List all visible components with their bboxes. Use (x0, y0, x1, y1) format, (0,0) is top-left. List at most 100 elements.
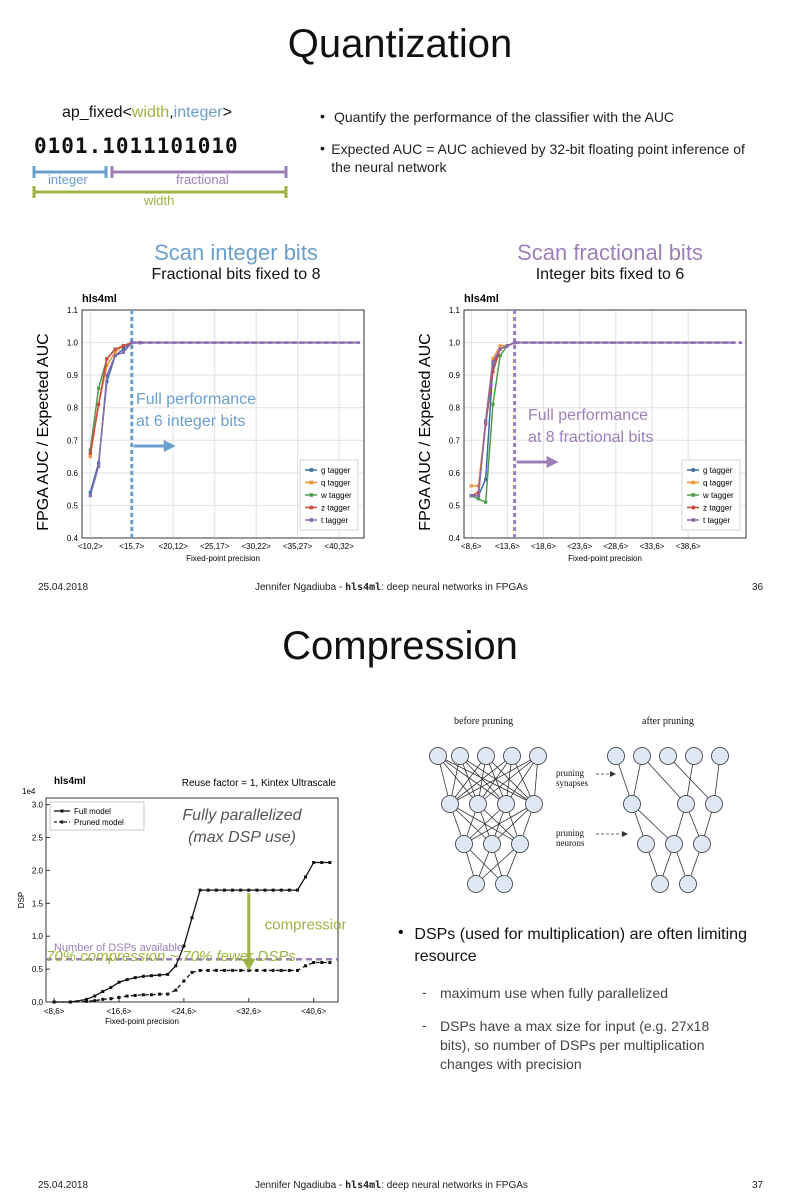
after-pruning-label: after pruning (642, 716, 694, 727)
data-point (247, 888, 251, 892)
data-point (121, 350, 126, 354)
x-tick-label: <35,27> (283, 542, 313, 551)
y-tick-label: 1.1 (67, 306, 79, 315)
before-neuron (495, 875, 513, 893)
data-point (113, 354, 117, 358)
data-point (105, 373, 109, 377)
data-point (149, 993, 153, 997)
footer-page: 36 (752, 582, 764, 593)
legend-marker (691, 505, 696, 510)
y-tick-label: 0.5 (449, 501, 461, 510)
ap-fixed-integer: integer (173, 104, 223, 121)
x-tick-label: <32,6> (236, 1007, 261, 1016)
data-point (158, 973, 162, 977)
footer-credit: Jennifer Ngadiuba - hls4ml: deep neural … (255, 582, 528, 593)
data-point (190, 916, 194, 920)
data-point (149, 974, 153, 978)
legend-marker (691, 480, 696, 485)
pruning-diagram (429, 747, 729, 893)
x-tick-label: <18,6> (531, 542, 556, 551)
data-point (109, 986, 113, 990)
footer-credit: Jennifer Ngadiuba - hls4ml: deep neural … (255, 1180, 528, 1191)
before-synapse (463, 803, 507, 845)
compression-note: 70% compression ~ 70% fewer DSPs (46, 948, 296, 965)
data-point (214, 888, 218, 892)
before-neuron (451, 747, 469, 765)
before-synapse (437, 755, 507, 805)
fractional-bracket-label: fractional (176, 172, 229, 187)
y-tick-label: 2.5 (32, 833, 44, 842)
data-point (295, 888, 299, 892)
x-tick-label: <20,12> (159, 542, 189, 551)
legend-label: w tagger (702, 491, 734, 500)
data-point (130, 340, 134, 345)
y-multiplier: 1e4 (22, 787, 36, 796)
before-neuron (469, 795, 487, 813)
x-axis-label: Fixed-point precision (568, 554, 642, 563)
data-point (484, 500, 488, 504)
data-point (93, 994, 97, 998)
data-point (141, 974, 145, 978)
ap-fixed-label: ap_fixed<width,integer> (62, 104, 232, 122)
before-synapse (477, 755, 539, 805)
after-neuron (659, 747, 677, 765)
data-point (141, 993, 145, 997)
legend-marker (309, 480, 314, 485)
data-point (287, 968, 291, 972)
legend-label: z tagger (703, 504, 732, 513)
x-tick-label: <40,32> (324, 542, 354, 551)
slide-compression: Compression hls4ml Reuse factor = 1, Kint… (0, 600, 800, 1200)
after-neuron (693, 835, 711, 853)
legend-label: w tagger (320, 491, 352, 500)
sub-bullet-item: - maximum use when fully parallelized (422, 984, 778, 1003)
y-tick-label: 1.5 (32, 899, 44, 908)
y-tick-label: 0.7 (449, 436, 461, 445)
before-synapse (505, 755, 539, 805)
legend-marker (309, 468, 314, 472)
ap-fixed-suffix: > (222, 104, 232, 121)
y-tick-label: 1.1 (449, 306, 461, 315)
footer-tool: hls4ml (345, 1180, 382, 1191)
bit-brackets (32, 166, 288, 198)
inset-text-line-1: Fully parallelized (182, 807, 302, 824)
after-neuron (637, 835, 655, 853)
pruning-synapses-line1: pruning (556, 768, 584, 778)
data-point (117, 995, 121, 999)
data-point (271, 968, 275, 972)
x-tick-label: <15,7> (119, 542, 144, 551)
data-point (88, 454, 92, 459)
data-point (469, 484, 473, 488)
x-tick-label: <25,17> (200, 542, 230, 551)
data-point (88, 494, 92, 498)
bullet-item: • Expected AUC = AUC achieved by 32-bit … (320, 140, 760, 176)
data-point (174, 988, 178, 992)
data-point (263, 888, 267, 892)
bullet-text: Expected AUC = AUC achieved by 32-bit fl… (331, 141, 745, 175)
data-point (498, 347, 502, 351)
data-point (239, 968, 243, 972)
footer-tool: hls4ml (345, 582, 382, 593)
x-tick-label: <10,2> (78, 542, 103, 551)
bullet-item: • Quantify the performance of the classi… (320, 108, 760, 126)
before-neuron (455, 835, 473, 853)
compression-arrow-head (241, 958, 256, 971)
sub-bullet-dash: - (422, 984, 427, 1000)
data-point (125, 994, 129, 998)
legend-label: q tagger (321, 479, 351, 488)
plot-frame (45, 797, 339, 1003)
pruning-neurons-line2: neurons (556, 838, 585, 848)
legend-marker (691, 468, 696, 472)
chart-title: Reuse factor = 1, Kintex Ultrascale (182, 778, 337, 789)
before-neuron (477, 747, 495, 765)
y-tick-label: 0.5 (67, 501, 79, 510)
bullet-dot: • (320, 140, 325, 156)
x-tick-label: <13,6> (495, 542, 520, 551)
data-point (320, 961, 324, 965)
annotation-line-2: at 8 fractional bits (528, 429, 653, 446)
data-point (505, 344, 509, 348)
legend-marker (309, 518, 314, 522)
before-neuron (441, 795, 459, 813)
before-neuron (511, 835, 529, 853)
data-point (198, 888, 202, 892)
footer-date: 25.04.2018 (38, 1180, 89, 1191)
